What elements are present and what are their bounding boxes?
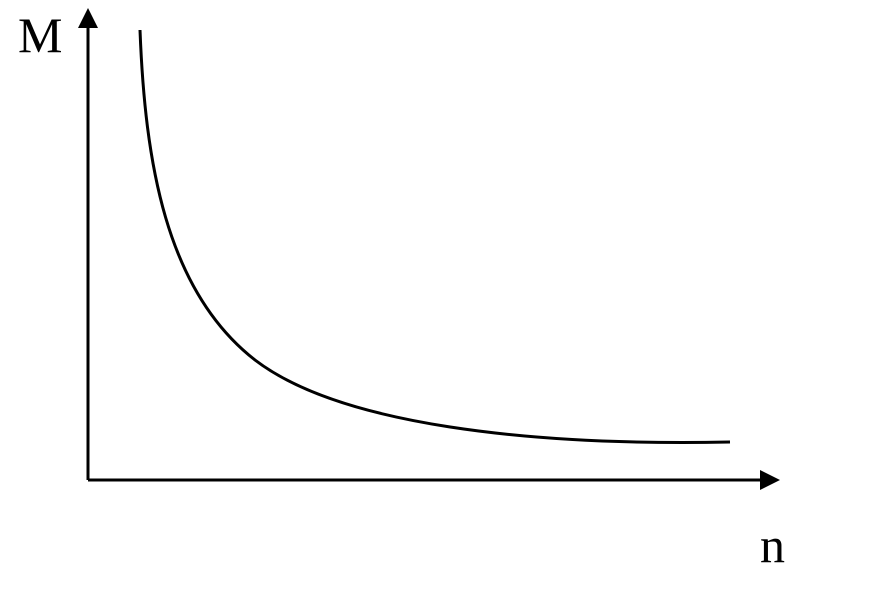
chart-svg (0, 0, 892, 604)
y-axis-arrow (78, 8, 98, 28)
curve (140, 30, 730, 442)
chart-stage: M n (0, 0, 892, 604)
x-axis-label: n (760, 520, 785, 570)
y-axis-label: M (18, 10, 62, 60)
x-axis-arrow (760, 470, 780, 490)
